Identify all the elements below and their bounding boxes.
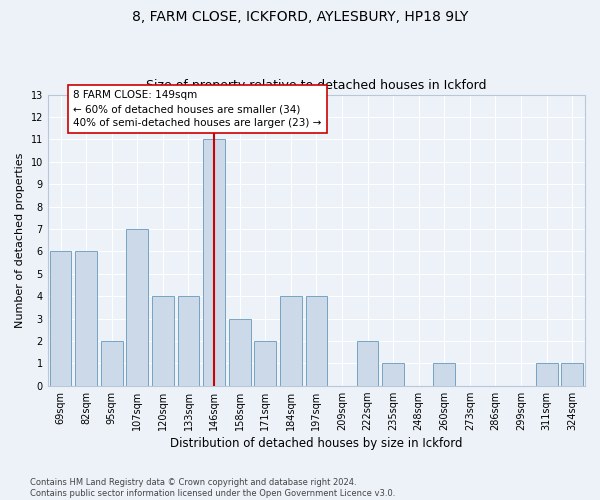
- Bar: [50, 252, 71, 386]
- Bar: [203, 140, 225, 386]
- Bar: [433, 364, 455, 386]
- Bar: [536, 364, 557, 386]
- Bar: [152, 296, 174, 386]
- Bar: [178, 296, 199, 386]
- Bar: [75, 252, 97, 386]
- Title: Size of property relative to detached houses in Ickford: Size of property relative to detached ho…: [146, 79, 487, 92]
- Text: 8 FARM CLOSE: 149sqm
← 60% of detached houses are smaller (34)
40% of semi-detac: 8 FARM CLOSE: 149sqm ← 60% of detached h…: [73, 90, 322, 128]
- Y-axis label: Number of detached properties: Number of detached properties: [15, 152, 25, 328]
- Bar: [254, 341, 276, 386]
- Text: 8, FARM CLOSE, ICKFORD, AYLESBURY, HP18 9LY: 8, FARM CLOSE, ICKFORD, AYLESBURY, HP18 …: [132, 10, 468, 24]
- Bar: [280, 296, 302, 386]
- X-axis label: Distribution of detached houses by size in Ickford: Distribution of detached houses by size …: [170, 437, 463, 450]
- Bar: [356, 341, 379, 386]
- Bar: [562, 364, 583, 386]
- Bar: [382, 364, 404, 386]
- Bar: [127, 229, 148, 386]
- Bar: [101, 341, 122, 386]
- Bar: [229, 318, 251, 386]
- Text: Contains HM Land Registry data © Crown copyright and database right 2024.
Contai: Contains HM Land Registry data © Crown c…: [30, 478, 395, 498]
- Bar: [305, 296, 327, 386]
